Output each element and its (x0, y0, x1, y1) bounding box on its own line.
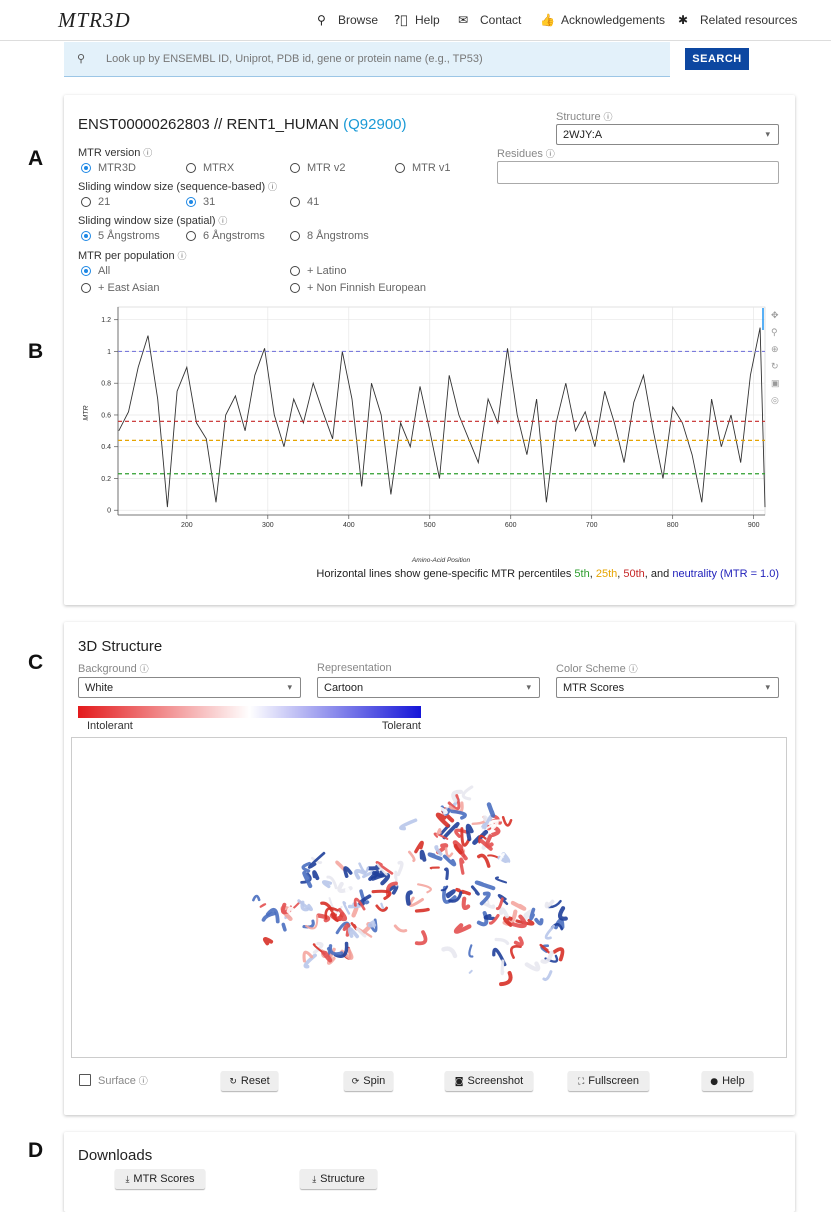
radio[interactable] (290, 283, 300, 293)
select-value: 2WJY:A (563, 129, 602, 141)
nav-link[interactable]: Contact (480, 13, 521, 27)
panel-label: C (28, 651, 43, 675)
section-title: Downloads (78, 1147, 152, 1164)
radio-label: MTRX (203, 162, 234, 174)
structure-select[interactable]: 2WJY:A (556, 124, 779, 145)
button[interactable]: ●Help (702, 1071, 753, 1091)
radio[interactable] (81, 283, 91, 293)
button-text: Reset (241, 1075, 270, 1087)
radio[interactable] (81, 266, 91, 276)
radio[interactable] (81, 163, 91, 173)
structure-viewer[interactable] (71, 737, 787, 1058)
button-text: MTR Scores (133, 1173, 194, 1185)
radio-label: 31 (203, 196, 215, 208)
select-value: White (85, 682, 113, 694)
search-button[interactable]: SEARCH (685, 48, 749, 70)
radio[interactable] (290, 163, 300, 173)
radio-label: + East Asian (98, 282, 159, 294)
page: {"nav": {"logo": "MTR3D", "links": ["Bro… (0, 0, 831, 1207)
title: ENST00000262803 // RENT1_HUMAN (78, 116, 339, 133)
field-label: Color Scheme (556, 662, 638, 675)
radio[interactable] (186, 197, 196, 207)
nav-link[interactable]: Related resources (700, 13, 797, 27)
icon: ✉ (458, 13, 468, 27)
radio-label: MTR3D (98, 162, 136, 174)
nav-link[interactable]: Acknowledgements (561, 13, 665, 27)
transcript-title: ENST00000262803 // RENT1_HUMAN (Q92900) (78, 116, 407, 133)
field-label: Representation (317, 662, 392, 674)
option-label: MTR per population (78, 249, 186, 262)
radio[interactable] (290, 197, 300, 207)
select-value: MTR Scores (563, 682, 624, 694)
button[interactable]: ⤓Structure (300, 1169, 377, 1189)
radio[interactable] (81, 231, 91, 241)
button-text: Help (722, 1075, 745, 1087)
radio[interactable] (81, 197, 91, 207)
select[interactable]: MTR Scores (556, 677, 779, 698)
radio-label: 41 (307, 196, 319, 208)
select-value: Cartoon (324, 682, 363, 694)
radio[interactable] (186, 163, 196, 173)
nav-link[interactable]: Help (415, 13, 440, 27)
panel-label: A (28, 147, 43, 171)
radio-label: 8 Ångstroms (307, 230, 369, 242)
nav-link[interactable]: Browse (338, 13, 378, 27)
select[interactable]: White (78, 677, 301, 698)
button-text: Spin (363, 1075, 385, 1087)
icon: ⚲ (317, 13, 326, 27)
icon: ⚲ (77, 52, 85, 65)
button[interactable]: ⤓MTR Scores (115, 1169, 205, 1189)
button-text: Fullscreen (588, 1075, 639, 1087)
logo[interactable]: MTR3D (58, 8, 131, 33)
color-legend (78, 706, 421, 718)
radio[interactable] (186, 231, 196, 241)
button[interactable]: ⛶Fullscreen (568, 1071, 649, 1091)
radio-label: + Non Finnish European (307, 282, 426, 294)
section-title: 3D Structure (78, 638, 162, 655)
checkbox[interactable] (79, 1074, 91, 1086)
button[interactable]: ◙Screenshot (445, 1071, 533, 1091)
search-placeholder: Look up by ENSEMBL ID, Uniprot, PDB id, … (106, 53, 483, 65)
button-text: Structure (320, 1173, 365, 1185)
button[interactable]: ↻Reset (221, 1071, 278, 1091)
button-text: Screenshot (468, 1075, 524, 1087)
legend-low: Intolerant (87, 720, 133, 732)
option-label: MTR version (78, 146, 152, 159)
option-label: Sliding window size (sequence-based) (78, 180, 277, 193)
residues-input[interactable] (497, 161, 779, 184)
select[interactable]: Cartoon (317, 677, 540, 698)
legend-high: Tolerant (382, 720, 421, 732)
radio-label: MTR v1 (412, 162, 451, 174)
icon: 👍 (540, 13, 555, 27)
radio-label: 6 Ångstroms (203, 230, 265, 242)
icon: ?⃝ (394, 13, 408, 27)
radio[interactable] (395, 163, 405, 173)
icon: ✱ (678, 13, 688, 27)
field-label: Background (78, 662, 149, 675)
radio[interactable] (290, 231, 300, 241)
button[interactable]: ⟳Spin (344, 1071, 393, 1091)
field-label: Residues (497, 147, 555, 160)
radio-label: 21 (98, 196, 110, 208)
radio-label: All (98, 265, 110, 277)
panel-label: B (28, 340, 43, 364)
panel-label: D (28, 1139, 43, 1163)
uniprot-link[interactable]: (Q92900) (343, 116, 406, 133)
radio-label: + Latino (307, 265, 346, 277)
option-label: Sliding window size (spatial) (78, 214, 227, 227)
radio-label: MTR v2 (307, 162, 346, 174)
radio-label: 5 Ångstroms (98, 230, 160, 242)
field-label: Structure (556, 110, 613, 123)
radio[interactable] (290, 266, 300, 276)
checkbox-label: Surface (98, 1074, 148, 1087)
